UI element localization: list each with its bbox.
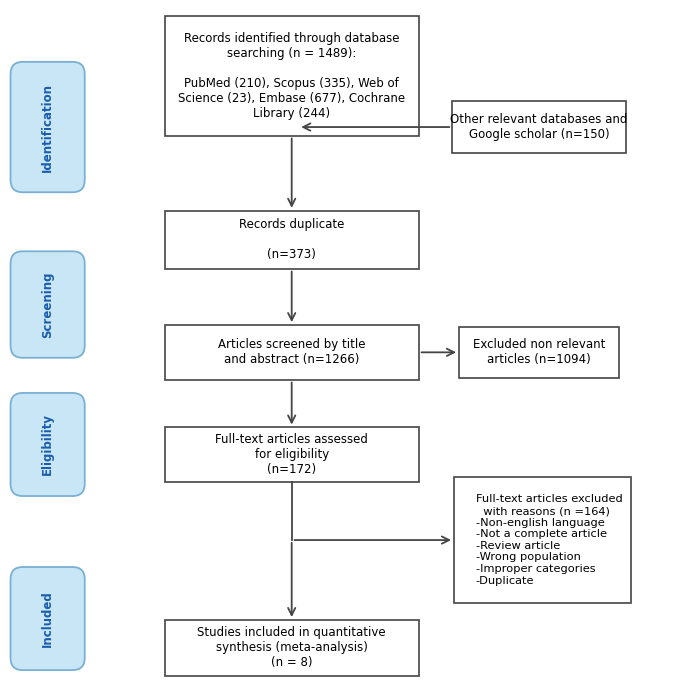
Text: Excluded non relevant
articles (n=1094): Excluded non relevant articles (n=1094) [473, 339, 605, 366]
Text: Full-text articles excluded
  with reasons (n =164)
-Non-english language
-Not a: Full-text articles excluded with reasons… [475, 495, 622, 586]
Bar [165, 428, 419, 482]
Bar [165, 16, 419, 135]
Text: Identification: Identification [41, 82, 54, 171]
FancyBboxPatch shape [11, 62, 85, 192]
Text: Screening: Screening [41, 272, 54, 338]
Bar [454, 477, 631, 603]
Text: Studies included in quantitative
synthesis (meta-analysis)
(n = 8): Studies included in quantitative synthes… [198, 627, 386, 670]
Bar [459, 327, 619, 378]
Bar [165, 325, 419, 379]
FancyBboxPatch shape [11, 393, 85, 496]
Bar [452, 102, 626, 153]
Text: Articles screened by title
and abstract (n=1266): Articles screened by title and abstract … [218, 339, 366, 366]
Text: Full-text articles assessed
for eligibility
(n=172): Full-text articles assessed for eligibil… [215, 433, 368, 476]
Text: Records duplicate

(n=373): Records duplicate (n=373) [239, 218, 345, 261]
Bar [165, 211, 419, 269]
FancyBboxPatch shape [11, 252, 85, 358]
FancyBboxPatch shape [11, 567, 85, 670]
Text: Records identified through database
searching (n = 1489):

PubMed (210), Scopus : Records identified through database sear… [178, 32, 406, 120]
Text: Eligibility: Eligibility [41, 413, 54, 475]
Bar [165, 620, 419, 676]
Text: Other relevant databases and
Google scholar (n=150): Other relevant databases and Google scho… [450, 113, 628, 141]
Text: Included: Included [41, 590, 54, 647]
